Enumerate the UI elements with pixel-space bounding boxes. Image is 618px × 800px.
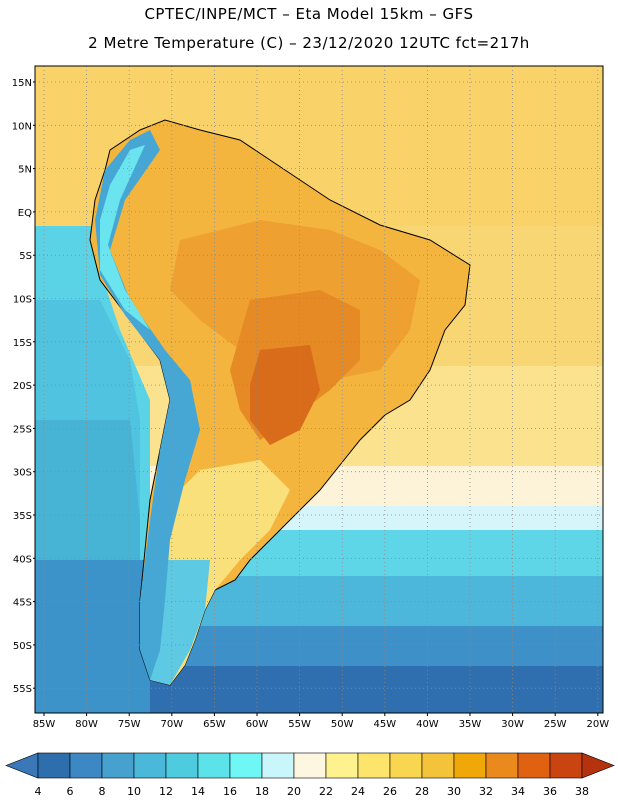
lat-tick-label: 50S [13,641,32,652]
lat-tick-label: 45S [13,598,32,609]
colorbar-segment [389,752,423,779]
colorbar-segment [357,752,391,779]
colorbar-segment [517,752,551,779]
lat-tick-label: 20S [13,381,32,392]
colorbar-tick-label: 8 [99,785,106,798]
lat-tick-label: 15S [13,338,32,349]
lat-tick-label: 5S [19,251,32,262]
colorbar-tick-label: 12 [159,785,173,798]
colorbar-tick-label: 26 [383,785,397,798]
colorbar-segment [133,752,167,779]
colorbar-tick-label: 22 [319,785,333,798]
colorbar-segment [421,752,455,779]
colorbar-segment [165,752,199,779]
lon-tick-label: 60W [246,719,269,730]
colorbar-tick-label: 30 [447,785,461,798]
graticule [35,66,603,713]
colorbar-tick-label: 10 [127,785,141,798]
colorbar-tick-label: 36 [543,785,557,798]
colorbar-tick-label: 14 [191,785,205,798]
colorbar-segment [37,752,71,779]
lon-tick-label: 65W [203,719,226,730]
map-subtitle: 2 Metre Temperature (C) – 23/12/2020 12U… [88,34,530,52]
colorbar-segment [549,752,583,779]
colorbar-tick-label: 34 [511,785,525,798]
lat-tick-label: 5N [18,165,32,176]
map-title: CPTEC/INPE/MCT – Eta Model 15km – GFS [144,5,474,23]
colorbar-segment [325,752,359,779]
lon-tick-label: 25W [544,719,567,730]
colorbar-arrow-right [581,752,615,779]
colorbar-segment [229,752,263,779]
colorbar-tick-label: 16 [223,785,237,798]
colorbar-segment [485,752,519,779]
colorbar-tick-label: 38 [575,785,589,798]
colorbar-tick-label: 28 [415,785,429,798]
lon-tick-label: 85W [33,719,56,730]
colorbar-tick-label: 4 [35,785,42,798]
lon-tick-label: 45W [373,719,396,730]
colorbar-tick-label: 20 [287,785,301,798]
colorbar-tick-label: 24 [351,785,365,798]
colorbar-segment [293,752,327,779]
lon-tick-label: 50W [331,719,354,730]
lon-tick-label: 30W [501,719,524,730]
lat-tick-label: 25S [13,424,32,435]
lon-tick-label: 35W [459,719,482,730]
lat-tick-label: 10S [13,295,32,306]
colorbar: 4 6 8 10 12 14 16 18 20 22 24 26 28 30 32 34 36 38 [5,752,615,798]
lon-tick-label: 80W [75,719,98,730]
colorbar-segment [101,752,135,779]
map-frame [34,65,604,714]
lat-tick-label: 10N [12,121,32,132]
lat-tick-label: EQ [18,208,32,219]
colorbar-segment [197,752,231,779]
lat-tick-label: 35S [13,511,32,522]
longitude-axis: 85W 80W 75W 70W 65W 60W 55W 50W 45W 40W 35W 30W 25W 2… [33,713,609,730]
colorbar-tick-label: 6 [67,785,74,798]
lon-tick-label: 70W [160,719,183,730]
lon-tick-label: 40W [416,719,439,730]
colorbar-segment [261,752,295,779]
lon-tick-label: 75W [118,719,141,730]
colorbar-segment [453,752,487,779]
colorbar-arrow-left [5,752,39,779]
lat-tick-label: 15N [12,78,32,89]
map-field [35,66,603,713]
lat-tick-label: 40S [13,554,32,565]
lon-tick-label: 55W [288,719,311,730]
colorbar-tick-label: 18 [255,785,269,798]
lon-tick-label: 20W [586,719,609,730]
colorbar-segment [69,752,103,779]
latitude-axis: 15N 10N 5N EQ 5S 10S 15S 20S 25S 30S 35S 40S 45S 50S 5… [12,78,35,695]
colorbar-tick-label: 32 [479,785,493,798]
lat-tick-label: 30S [13,468,32,479]
lat-tick-label: 55S [13,684,32,695]
